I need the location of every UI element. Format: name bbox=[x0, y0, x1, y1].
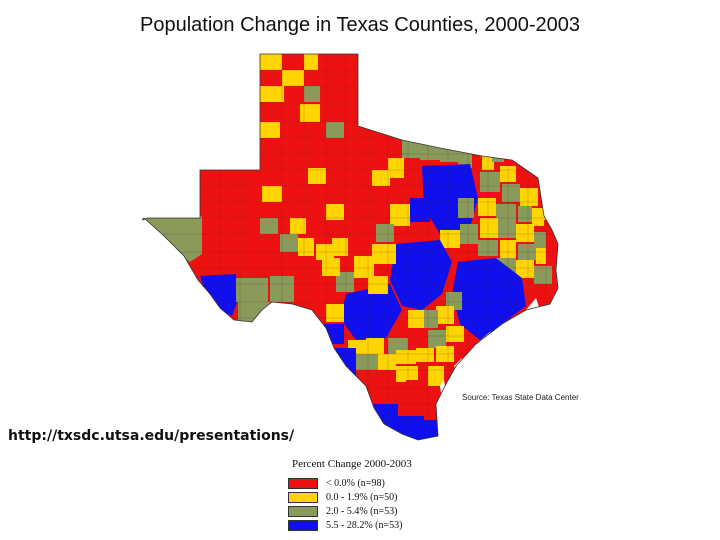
legend-item: 0.0 - 1.9% (n=50) bbox=[288, 490, 488, 504]
legend-label: 5.5 - 28.2% (n=53) bbox=[326, 519, 403, 531]
legend-title: Percent Change 2000-2003 bbox=[292, 458, 412, 470]
legend-swatch bbox=[288, 505, 318, 517]
legend-item: 2.0 - 5.4% (n=53) bbox=[288, 504, 488, 518]
central-texas-counties bbox=[322, 234, 452, 356]
legend-item: < 0.0% (n=98) bbox=[288, 476, 488, 490]
dfw-counties bbox=[376, 164, 478, 248]
panhandle-counties bbox=[260, 54, 344, 220]
legend-swatch bbox=[288, 519, 318, 531]
texas-county-map bbox=[140, 48, 580, 448]
map-title: Population Change in Texas Counties, 200… bbox=[140, 14, 580, 36]
legend-item: 5.5 - 28.2% (n=53) bbox=[288, 518, 488, 532]
legend-swatch bbox=[288, 491, 318, 503]
texas-map-svg bbox=[141, 53, 559, 441]
legend-label: 2.0 - 5.4% (n=53) bbox=[326, 505, 398, 517]
legend-swatch bbox=[288, 477, 318, 489]
county-mosaic bbox=[142, 54, 558, 440]
source-url: http://txsdc.utsa.edu/presentations/ bbox=[8, 428, 295, 444]
legend-label: < 0.0% (n=98) bbox=[326, 477, 385, 489]
legend-label: 0.0 - 1.9% (n=50) bbox=[326, 491, 398, 503]
source-note: Source: Texas State Data Center bbox=[462, 393, 579, 402]
map-legend: Percent Change 2000-2003 < 0.0% (n=98) 0… bbox=[288, 458, 488, 532]
west-texas-counties bbox=[142, 216, 334, 324]
